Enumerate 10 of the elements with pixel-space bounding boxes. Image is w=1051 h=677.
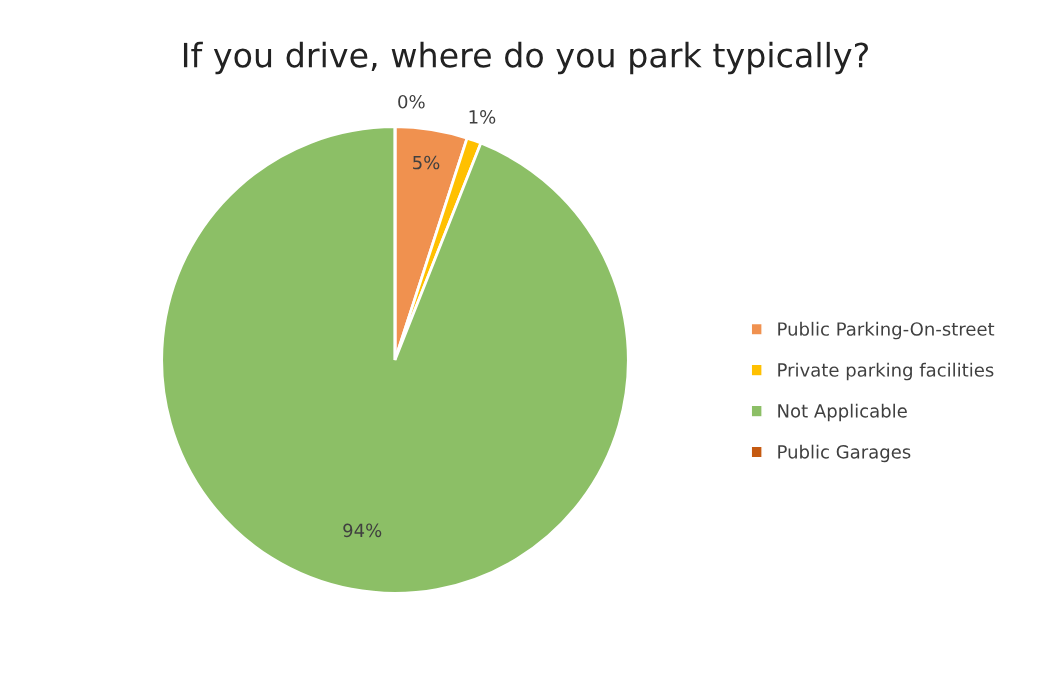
data-label: 1%	[469, 110, 496, 124]
pie-slice	[160, 125, 630, 595]
data-label: 5%	[413, 155, 440, 170]
legend-label: Not Applicable	[778, 403, 907, 422]
legend-label: Private parking facilities	[778, 362, 994, 381]
text: 0%	[398, 94, 425, 109]
chart-title: If you drive, where do you park typically?	[183, 41, 868, 75]
legend-label: Public Parking-On-street	[778, 321, 995, 340]
legend-label: Public Garages	[778, 444, 911, 463]
data-label: 94%	[343, 523, 382, 538]
